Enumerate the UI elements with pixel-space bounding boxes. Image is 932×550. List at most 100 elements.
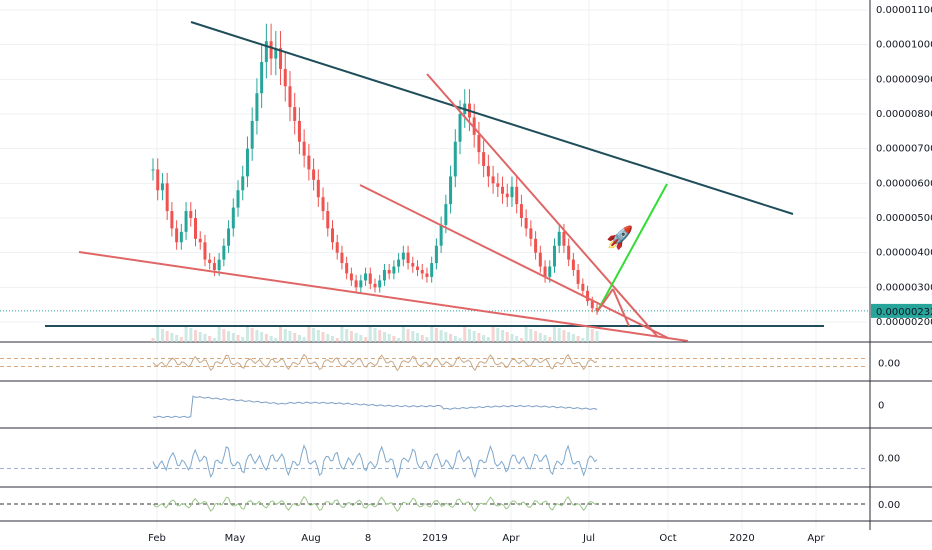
- candle-body-36: [321, 197, 325, 212]
- candle-body-92: [586, 290, 590, 302]
- volume-bar-43: [354, 333, 358, 342]
- candle-body-3: [165, 183, 169, 212]
- candle-body-54: [406, 252, 410, 264]
- volume-bar-38: [330, 336, 334, 342]
- price-axis[interactable]: 0.00001100 0.00001000 0.00000900 0.00000800…: [871, 5, 932, 328]
- candle-body-15: [222, 245, 226, 260]
- volume-bar-26: [274, 338, 278, 342]
- candle-body-60: [434, 245, 438, 264]
- candle-body-84: [548, 266, 552, 277]
- candle-body-73: [496, 183, 500, 187]
- last-price-badge: [871, 303, 932, 318]
- candle-body-1: [156, 169, 160, 191]
- volume-bar-34: [312, 328, 316, 342]
- trendlines: [45, 21, 824, 342]
- price-label-7: 0.00000400: [876, 248, 932, 259]
- candle-body-91: [581, 283, 585, 291]
- candle-body-53: [401, 252, 405, 260]
- trendline-lower-wedge-support: [78, 251, 689, 342]
- volume-bar-7: [184, 326, 188, 342]
- osc-value-label-2: 0.00: [878, 454, 900, 465]
- osc-value-label-3: 0.00: [878, 500, 900, 511]
- volume-bar-53: [401, 327, 405, 342]
- time-label-6: Jul: [582, 533, 595, 544]
- candle-body-87: [562, 231, 566, 246]
- volume-bar-54: [406, 329, 410, 342]
- candle-body-9: [194, 218, 198, 239]
- volume-bar-36: [321, 332, 325, 342]
- volume-bar-80: [529, 329, 533, 342]
- osc-series-1: [152, 395, 598, 419]
- volume-bar-69: [477, 333, 481, 342]
- candle-body-64: [453, 141, 457, 177]
- candle-body-76: [510, 186, 514, 198]
- volume-bar-85: [552, 326, 556, 342]
- candle-body-80: [529, 228, 533, 239]
- candle-body-0: [151, 169, 155, 171]
- candle-body-78: [519, 204, 523, 218]
- candle-body-86: [557, 231, 561, 246]
- candle-body-71: [486, 166, 490, 177]
- volume-bar-15: [222, 329, 226, 342]
- candle-body-62: [444, 204, 448, 225]
- candle-body-22: [255, 93, 259, 121]
- osc-series-3: [152, 495, 598, 513]
- candle-body-19: [241, 176, 245, 191]
- grid-lines: [0, 0, 932, 530]
- trendline-steep-resistance: [426, 73, 658, 337]
- rocket-icon: 🚀: [606, 225, 633, 251]
- candle-body-70: [482, 152, 486, 166]
- candle-body-8: [189, 211, 193, 218]
- candle-body-17: [231, 207, 235, 229]
- candle-body-65: [458, 114, 462, 142]
- time-axis[interactable]: Feb May Aug 8 2019 Apr Jul Oct 2020 Apr: [148, 533, 825, 544]
- volume-bar-31: [297, 335, 301, 342]
- candle-body-16: [227, 228, 231, 246]
- candle-body-2: [160, 183, 164, 191]
- candle-body-85: [552, 245, 556, 267]
- volume-bar-10: [198, 332, 202, 342]
- volume-bar-51: [392, 336, 396, 342]
- volume-bar-92: [586, 327, 590, 342]
- volume-bar-68: [472, 331, 476, 342]
- candle-body-63: [449, 176, 453, 205]
- candle-body-4: [170, 211, 174, 229]
- candle-body-20: [245, 148, 249, 177]
- last-price-label: 0.00000232: [876, 307, 932, 318]
- price-label-2: 0.00000900: [876, 74, 932, 85]
- candle-body-39: [335, 242, 339, 253]
- price-label-3: 0.00000800: [876, 109, 932, 120]
- volume-bar-24: [264, 334, 268, 342]
- volume-bar-1: [156, 327, 160, 342]
- volume-bar-21: [250, 328, 254, 342]
- osc-value-label-1: 0: [878, 401, 884, 412]
- volume-bar-59: [430, 326, 434, 342]
- volume-bar-19: [241, 337, 245, 342]
- volume-bar-58: [425, 337, 429, 342]
- volume-bar-64: [453, 336, 457, 342]
- candle-body-43: [354, 280, 358, 288]
- volume-bars: [151, 326, 599, 342]
- candle-body-38: [330, 228, 334, 243]
- candle-body-81: [534, 238, 538, 253]
- volume-bar-23: [260, 332, 264, 342]
- volume-bar-84: [548, 337, 552, 342]
- candle-body-57: [420, 270, 424, 274]
- volume-bar-62: [444, 332, 448, 342]
- candle-body-48: [378, 280, 382, 288]
- candle-body-41: [345, 263, 349, 274]
- candle-body-79: [524, 218, 528, 229]
- volume-bar-77: [515, 336, 519, 342]
- volume-bar-35: [316, 330, 320, 342]
- trendline-short-resistance: [612, 288, 630, 327]
- candle-body-72: [491, 176, 495, 184]
- volume-bar-46: [368, 326, 372, 342]
- time-label-5: Apr: [502, 533, 520, 544]
- osc-series-0: [152, 353, 598, 372]
- volume-bar-17: [231, 333, 235, 342]
- volume-bar-45: [364, 337, 368, 342]
- candle-body-37: [326, 211, 330, 229]
- candle-body-21: [250, 120, 254, 149]
- candle-body-25: [269, 41, 273, 59]
